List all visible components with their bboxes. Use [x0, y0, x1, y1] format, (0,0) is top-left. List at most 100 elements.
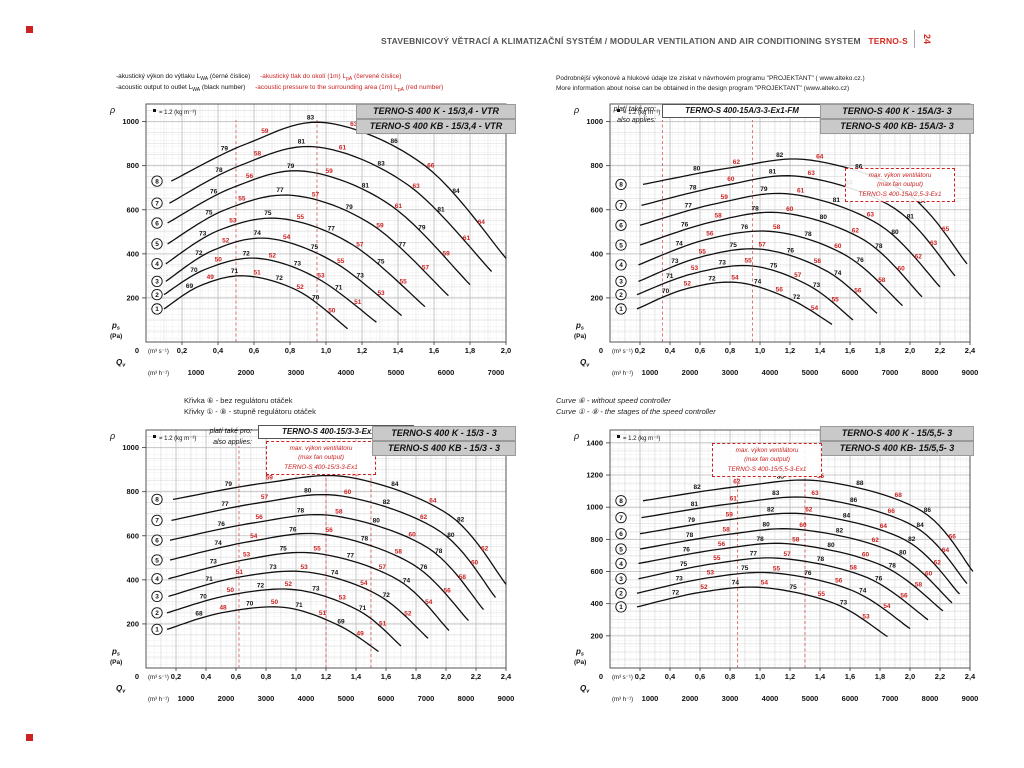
svg-text:72: 72	[257, 582, 265, 589]
svg-text:58: 58	[915, 582, 923, 589]
svg-text:73: 73	[676, 575, 684, 582]
svg-text:79: 79	[418, 225, 426, 232]
print-mark-top-left	[26, 26, 33, 33]
svg-text:66: 66	[427, 162, 435, 169]
projektant-info-cz: Podrobnější výkonové a hlukové údaje lze…	[556, 75, 865, 82]
svg-text:53: 53	[300, 564, 308, 571]
svg-text:2: 2	[619, 591, 623, 598]
svg-text:83: 83	[377, 161, 385, 168]
svg-text:57: 57	[794, 272, 802, 279]
svg-text:6000: 6000	[378, 694, 395, 703]
svg-text:79: 79	[221, 145, 229, 152]
svg-text:1,2: 1,2	[321, 672, 331, 681]
svg-text:52: 52	[297, 284, 305, 291]
svg-text:6: 6	[155, 537, 159, 544]
svg-text:58: 58	[792, 536, 800, 543]
svg-text:7000: 7000	[882, 368, 899, 377]
svg-text:79: 79	[225, 481, 233, 488]
svg-text:0: 0	[135, 672, 139, 681]
svg-text:4: 4	[619, 561, 623, 568]
svg-text:(Pa): (Pa)	[110, 659, 122, 666]
svg-text:82: 82	[693, 484, 701, 491]
svg-text:76: 76	[787, 247, 795, 254]
svg-text:1: 1	[619, 306, 623, 313]
svg-text:83: 83	[307, 114, 315, 121]
svg-text:0,8: 0,8	[725, 672, 735, 681]
svg-text:57: 57	[356, 242, 364, 249]
svg-text:600: 600	[126, 205, 139, 214]
chart-title-bl-1: TERNO-S 400 K - 15/3 - 3	[372, 426, 516, 441]
svg-text:8: 8	[155, 497, 159, 504]
svg-text:74: 74	[754, 279, 762, 286]
svg-text:55: 55	[399, 278, 407, 285]
svg-text:(m³ h⁻¹): (m³ h⁻¹)	[612, 697, 633, 703]
svg-text:0,2: 0,2	[635, 672, 645, 681]
svg-text:81: 81	[769, 169, 777, 176]
svg-text:81: 81	[298, 139, 306, 146]
svg-text:62: 62	[852, 227, 860, 234]
svg-text:600: 600	[590, 205, 603, 214]
svg-text:60: 60	[471, 560, 479, 567]
svg-text:3000: 3000	[722, 368, 739, 377]
svg-text:1: 1	[619, 604, 623, 611]
svg-text:58: 58	[814, 258, 822, 265]
svg-text:= 1.2 (kg m⁻³): = 1.2 (kg m⁻³)	[623, 436, 660, 442]
svg-text:2,0: 2,0	[905, 672, 915, 681]
svg-text:2,4: 2,4	[965, 672, 976, 681]
svg-text:400: 400	[590, 599, 603, 608]
svg-text:57: 57	[379, 564, 387, 571]
chart-canvas-top-left: 6971727049515250170727371505253512727475…	[109, 103, 511, 377]
svg-text:76: 76	[218, 521, 226, 528]
svg-text:0,8: 0,8	[725, 346, 735, 355]
svg-text:53: 53	[862, 613, 870, 620]
svg-text:1000: 1000	[122, 117, 139, 126]
svg-text:(m³ s⁻¹): (m³ s⁻¹)	[612, 349, 633, 355]
svg-text:79: 79	[760, 186, 768, 193]
svg-text:ps: ps	[575, 321, 584, 332]
svg-text:74: 74	[331, 570, 339, 577]
svg-text:52: 52	[684, 280, 692, 287]
svg-text:0: 0	[599, 346, 603, 355]
svg-text:54: 54	[811, 305, 819, 312]
svg-text:5000: 5000	[802, 694, 819, 703]
svg-text:76: 76	[856, 257, 864, 264]
svg-text:61: 61	[730, 495, 738, 502]
svg-text:5: 5	[619, 546, 623, 553]
svg-text:0,6: 0,6	[231, 672, 241, 681]
svg-text:56: 56	[854, 287, 862, 294]
svg-text:59: 59	[261, 128, 269, 135]
svg-text:86: 86	[855, 163, 863, 170]
svg-text:75: 75	[311, 244, 319, 251]
svg-text:79: 79	[346, 204, 354, 211]
svg-text:63: 63	[808, 170, 816, 177]
svg-text:81: 81	[833, 197, 841, 204]
svg-text:57: 57	[422, 264, 430, 271]
svg-text:78: 78	[215, 167, 223, 174]
svg-text:68: 68	[195, 611, 203, 618]
svg-text:1000: 1000	[122, 443, 139, 452]
svg-text:73: 73	[719, 259, 727, 266]
svg-text:9000: 9000	[498, 694, 515, 703]
svg-text:8000: 8000	[922, 368, 939, 377]
svg-text:7000: 7000	[418, 694, 435, 703]
svg-text:76: 76	[804, 570, 812, 577]
svg-text:78: 78	[689, 184, 697, 191]
svg-text:4000: 4000	[298, 694, 315, 703]
svg-text:82: 82	[767, 506, 775, 513]
svg-text:600: 600	[126, 531, 139, 540]
svg-text:53: 53	[691, 265, 699, 272]
svg-text:(Pa): (Pa)	[574, 333, 586, 340]
svg-text:62: 62	[872, 537, 880, 544]
svg-text:56: 56	[255, 514, 263, 521]
svg-text:2,0: 2,0	[501, 346, 511, 355]
svg-text:79: 79	[287, 163, 295, 170]
max-output-box-br: max. výkon ventilátoru (max fan output) …	[712, 443, 822, 478]
svg-text:1,4: 1,4	[815, 346, 826, 355]
svg-text:64: 64	[880, 523, 888, 530]
svg-text:61: 61	[797, 188, 805, 195]
svg-text:1,6: 1,6	[429, 346, 439, 355]
svg-text:800: 800	[126, 161, 139, 170]
svg-text:0,2: 0,2	[635, 346, 645, 355]
chart-title-tl-2: TERNO-S 400 KB - 15/3,4 - VTR	[356, 119, 516, 134]
svg-text:71: 71	[666, 273, 674, 280]
